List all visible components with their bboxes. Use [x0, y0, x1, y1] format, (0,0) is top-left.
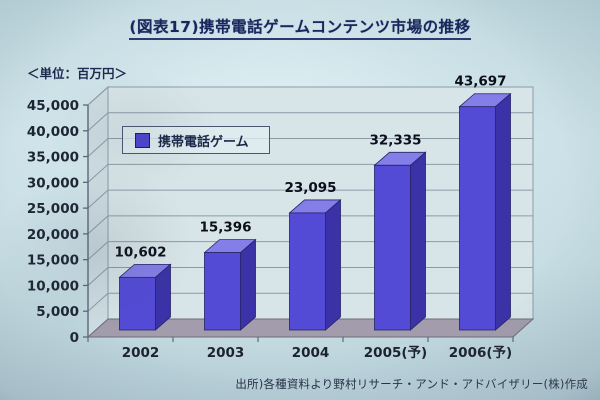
bar-2006(予)	[458, 92, 512, 331]
bar-side-face	[240, 238, 256, 331]
bar-side-face	[325, 199, 341, 331]
bar-front-face	[289, 212, 326, 331]
y-tick-label: 15,000	[27, 253, 79, 269]
bar-side-face	[495, 92, 511, 331]
chart-title: (図表17)携帯電話ゲームコンテンツ市場の推移	[129, 15, 471, 40]
bar-2002	[118, 263, 172, 331]
left-wall	[87, 85, 109, 339]
gridline-wall-segment	[87, 241, 109, 261]
category-label: 2002	[122, 345, 160, 361]
bar-2004	[288, 199, 342, 331]
legend-swatch-icon	[135, 132, 150, 148]
bar-front-face	[459, 106, 496, 331]
y-tick-label: 45,000	[27, 98, 79, 114]
value-label: 43,697	[454, 74, 506, 90]
gridline-wall-segment	[87, 189, 109, 209]
gridline-wall-segment	[87, 215, 109, 235]
y-tick-label: 30,000	[27, 175, 79, 191]
y-tick-label: 5,000	[36, 304, 79, 320]
gridline-wall-segment	[87, 138, 109, 157]
category-label: 2006(予)	[449, 345, 512, 361]
value-label: 10,602	[114, 244, 166, 260]
category-label: 2004	[292, 345, 330, 361]
bar-side-face	[410, 151, 426, 331]
y-tick-label: 35,000	[27, 150, 79, 166]
unit-label: ＜単位：百万円＞	[27, 66, 128, 81]
bar-2003	[203, 238, 257, 331]
y-tick-label: 25,000	[27, 201, 79, 217]
y-tick-label: 40,000	[27, 124, 79, 140]
y-tick-label: 20,000	[27, 227, 79, 243]
gridline-wall-segment	[87, 267, 109, 286]
value-label: 23,095	[284, 180, 336, 196]
category-label: 2005(予)	[364, 345, 427, 361]
y-tick-label: 10,000	[27, 278, 79, 294]
bar-front-face	[119, 276, 156, 331]
gridline-wall-segment	[87, 86, 109, 106]
gridline-wall-segment	[87, 292, 109, 312]
value-label: 15,396	[199, 220, 251, 236]
bar-front-face	[374, 164, 411, 331]
legend-box: 携帯電話ゲーム	[122, 126, 270, 154]
bar-front-face	[204, 252, 241, 331]
slide-title-row: (図表17)携帯電話ゲームコンテンツ市場の推移	[0, 15, 600, 40]
value-label: 32,335	[369, 132, 421, 148]
gridline-wall-segment	[87, 112, 109, 132]
source-credit: 出所)各種資料より野村リサーチ・アンド・アドバイザリー(株)作成	[235, 377, 588, 391]
y-tick-label: 0	[70, 330, 79, 346]
gridline-wall-segment	[87, 163, 109, 183]
bar-2005(予)	[373, 151, 427, 331]
legend-label: 携帯電話ゲーム	[158, 134, 249, 150]
category-label: 2003	[207, 345, 245, 361]
